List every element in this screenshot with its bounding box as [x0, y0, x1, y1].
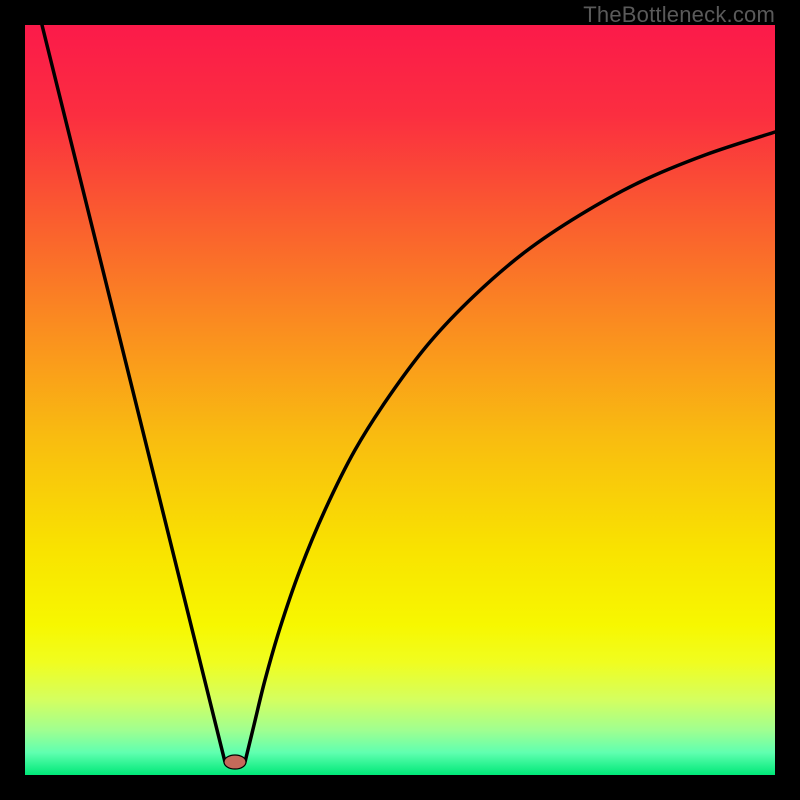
chart-frame: TheBottleneck.com: [0, 0, 800, 800]
bottleneck-chart: [0, 0, 800, 800]
gradient-background: [25, 25, 775, 775]
watermark-label: TheBottleneck.com: [583, 2, 775, 28]
optimal-point-marker: [224, 755, 246, 769]
